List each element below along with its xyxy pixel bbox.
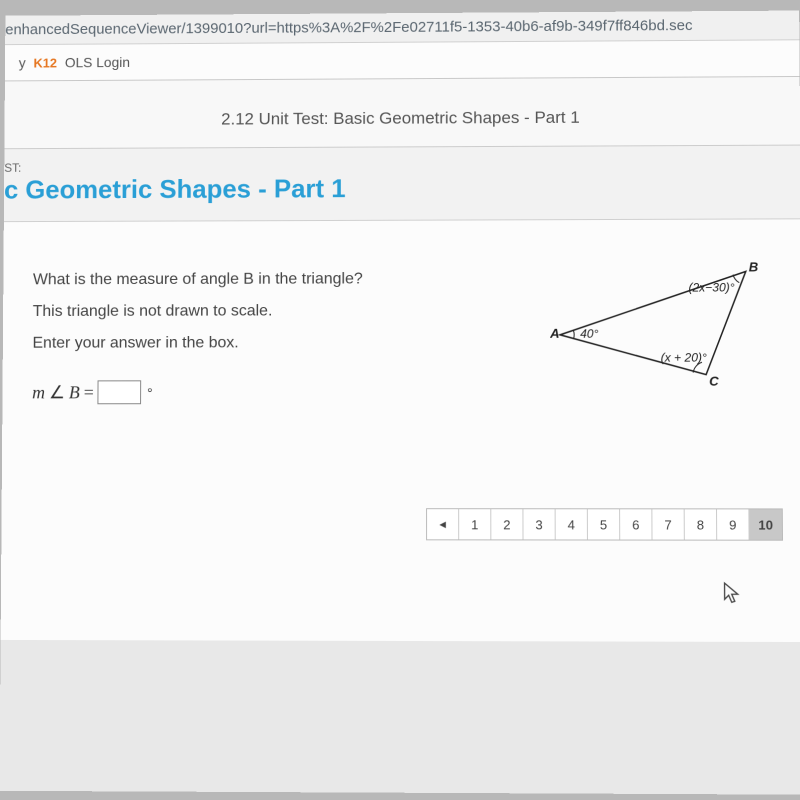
vertex-b-label: B [749,259,759,274]
angle-symbol: ∠ [49,382,65,403]
degree-symbol: ° [147,384,152,400]
pager-item-3[interactable]: 3 [523,509,555,539]
section-header: ST: c Geometric Shapes - Part 1 [4,146,800,223]
angle-c-label: (x + 20)° [661,350,707,364]
angle-b-label: (2x−30)° [688,280,734,294]
bookmark-bar: y K12 OLS Login [5,40,800,81]
k12-logo[interactable]: K12 [33,55,57,70]
vertex-a-label: A [550,326,560,341]
bookmark-prefix: y [19,55,26,71]
question-panel: What is the measure of angle B in the tr… [1,219,800,642]
pager-item-6[interactable]: 6 [620,509,652,539]
pager-item-4[interactable]: 4 [556,509,588,539]
pager-item-5[interactable]: 5 [588,509,620,539]
url-bar[interactable]: enhancedSequenceViewer/1399010?url=https… [5,11,799,46]
pager-item-2[interactable]: 2 [491,509,523,539]
answer-input[interactable] [98,380,142,404]
angle-arc-a [573,330,574,339]
answer-m: m [32,382,45,403]
cursor-icon [723,581,743,611]
pager-item-10[interactable]: 10 [749,509,782,539]
screen-content: enhancedSequenceViewer/1399010?url=https… [0,11,800,795]
bookmark-link[interactable]: OLS Login [65,54,130,70]
equals-sign: = [84,382,94,403]
pager-item-1[interactable]: 1 [459,509,491,539]
vertex-c-label: C [709,374,719,389]
pager-item-8[interactable]: 8 [685,509,718,539]
pager-item-9[interactable]: 9 [717,509,750,539]
answer-variable: B [69,382,80,403]
section-title: c Geometric Shapes - Part 1 [4,171,800,205]
triangle-diagram: A B C 40° (2x−30)° (x + 20)° [550,259,762,389]
page-title: 2.12 Unit Test: Basic Geometric Shapes -… [4,77,800,149]
pager-prev[interactable]: ◂ [427,509,459,539]
question-pager: ◂ 12345678910 [426,508,783,541]
pager-item-7[interactable]: 7 [652,509,684,539]
angle-a-label: 40° [580,327,598,341]
